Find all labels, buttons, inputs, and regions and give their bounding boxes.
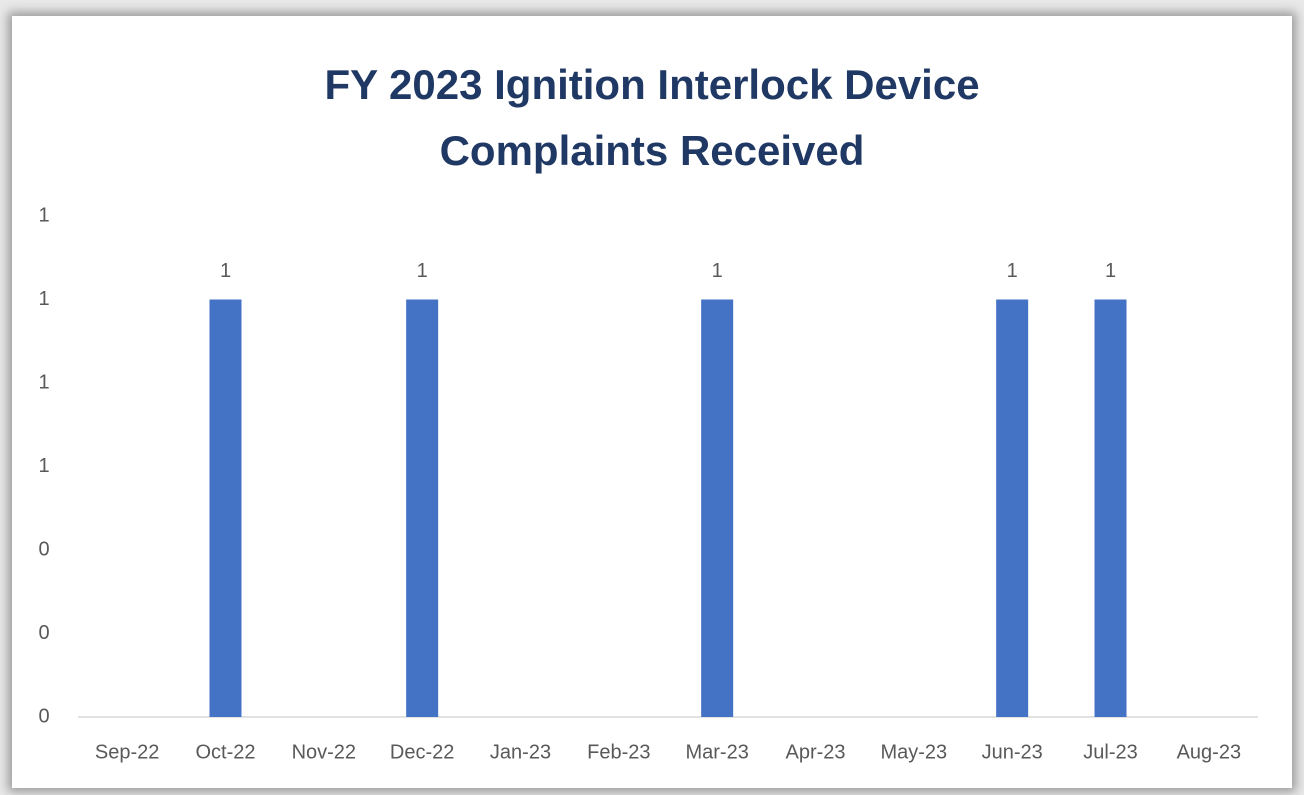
x-tick-label: Nov-22: [292, 741, 356, 763]
x-tick-label: Oct-22: [195, 741, 255, 763]
data-label: 1: [220, 260, 231, 282]
y-tick-label: 1: [38, 371, 49, 393]
x-tick-label: Jan-23: [490, 741, 551, 763]
data-label: 1: [712, 260, 723, 282]
data-label: 1: [417, 260, 428, 282]
chart-title: FY 2023 Ignition Interlock Device Compla…: [324, 61, 980, 174]
x-tick-label: Jul-23: [1083, 741, 1137, 763]
bar: [701, 299, 734, 717]
x-tick-label: Mar-23: [685, 741, 748, 763]
x-tick-label: Apr-23: [785, 741, 845, 763]
bar: [996, 299, 1029, 717]
bar: [1094, 299, 1127, 717]
data-label: 1: [1007, 260, 1018, 282]
x-tick-label: Dec-22: [390, 741, 454, 763]
y-tick-label: 0: [38, 705, 49, 727]
x-tick-label: Sep-22: [95, 741, 160, 763]
x-tick-label: Jun-23: [982, 741, 1043, 763]
x-tick-label: Feb-23: [587, 741, 650, 763]
y-tick-label: 0: [38, 622, 49, 644]
x-tick-label: Aug-23: [1177, 741, 1242, 763]
y-tick-label: 1: [38, 288, 49, 310]
y-tick-label: 1: [38, 455, 49, 477]
bar: [406, 299, 439, 717]
y-tick-label: 1: [38, 204, 49, 226]
bar: [209, 299, 242, 717]
y-tick-label: 0: [38, 538, 49, 560]
x-tick-label: May-23: [880, 741, 947, 763]
data-label: 1: [1105, 260, 1116, 282]
